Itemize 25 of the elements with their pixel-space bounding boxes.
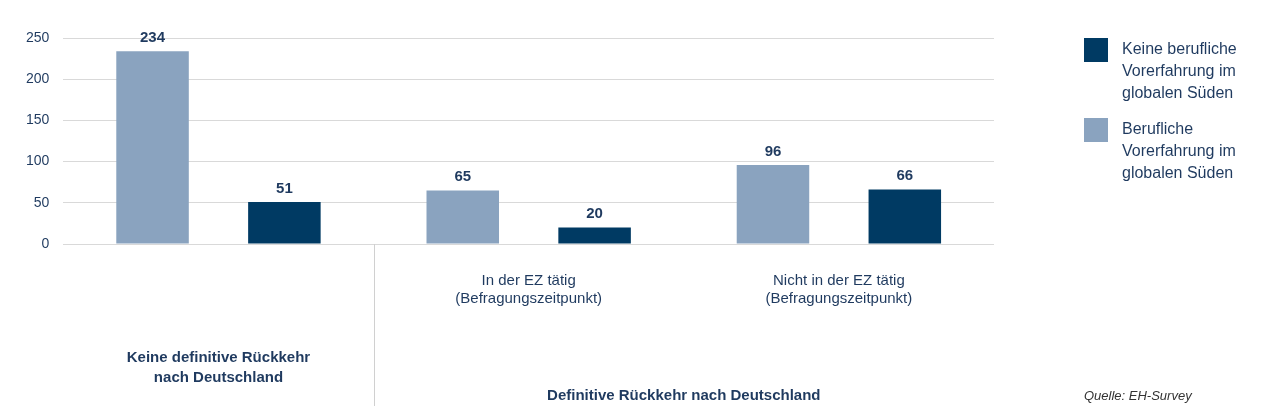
y-tick-label: 0 <box>41 234 50 251</box>
y-tick-label: 200 <box>26 70 50 87</box>
data-label: 234 <box>140 27 166 45</box>
data-label: 65 <box>454 167 472 185</box>
bar <box>868 189 942 244</box>
y-tick-label: 50 <box>33 193 50 210</box>
y-tick-label: 100 <box>26 152 50 169</box>
text: Definitive Rückkehr nach Deutschland <box>547 386 821 403</box>
data-label: 66 <box>896 166 914 184</box>
legend-label: Berufliche Vorerfahrung im globalen Süden <box>1122 119 1237 183</box>
bar <box>736 164 810 244</box>
data-label: 20 <box>586 204 603 222</box>
x-tick-label: Nicht in der EZ tätig (Befragungszeitpunkt) <box>765 271 913 307</box>
bar <box>426 190 500 244</box>
bar <box>248 201 321 244</box>
source-note: Quelle: EH-Survey <box>1084 388 1194 403</box>
data-label: 51 <box>276 178 293 196</box>
y-tick-label: 150 <box>26 111 50 128</box>
bar <box>116 51 189 244</box>
data-label: 96 <box>764 141 782 159</box>
bar <box>558 227 631 244</box>
y-tick-label: 250 <box>26 28 50 45</box>
x-tick-label: In der EZ tätig (Befragungszeitpunkt) <box>455 271 603 307</box>
legend-label: Keine berufliche Vorerfahrung im globalen Süden <box>1122 39 1238 103</box>
text: Keine definitive Rückkehr nach Deutschland <box>126 348 311 385</box>
